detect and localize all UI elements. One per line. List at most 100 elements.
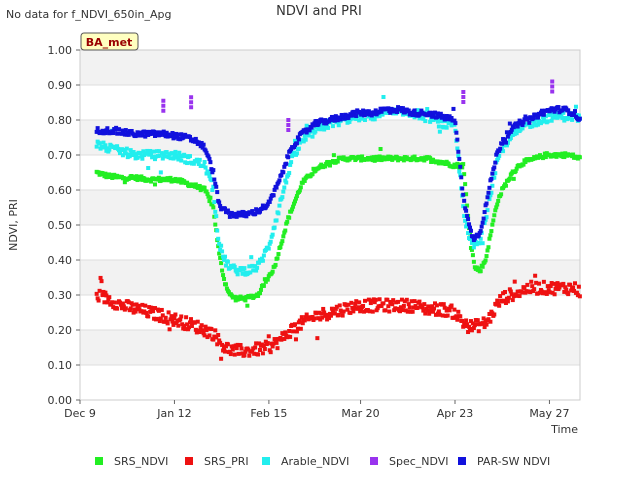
data-point bbox=[111, 131, 116, 136]
data-point bbox=[495, 298, 500, 303]
data-point bbox=[545, 119, 550, 124]
data-point bbox=[172, 316, 177, 321]
data-point bbox=[171, 156, 176, 161]
y-tick-label: 0.20 bbox=[48, 324, 73, 337]
data-point bbox=[309, 125, 314, 130]
data-point bbox=[169, 314, 174, 319]
data-point bbox=[124, 146, 129, 151]
data-point bbox=[500, 141, 505, 146]
data-point bbox=[458, 173, 463, 178]
data-point bbox=[480, 321, 485, 326]
data-point bbox=[298, 185, 303, 190]
data-point bbox=[481, 216, 486, 221]
data-point bbox=[552, 109, 557, 114]
data-point bbox=[311, 166, 316, 171]
grid-band bbox=[80, 225, 580, 260]
data-point bbox=[465, 203, 470, 208]
data-point bbox=[154, 316, 159, 321]
data-point bbox=[452, 307, 457, 312]
data-point bbox=[507, 176, 512, 181]
data-point bbox=[126, 132, 131, 137]
data-point bbox=[577, 294, 582, 299]
data-point bbox=[302, 318, 307, 323]
x-axis: Dec 9 Jan 12 Feb 15 Mar 20 Apr 23 May 27 bbox=[64, 400, 570, 420]
data-point bbox=[184, 315, 189, 320]
data-point bbox=[100, 128, 105, 133]
data-point bbox=[558, 112, 563, 117]
data-point bbox=[376, 156, 381, 161]
data-point bbox=[457, 169, 462, 174]
data-point bbox=[191, 161, 196, 166]
data-point bbox=[243, 298, 248, 303]
data-point bbox=[197, 183, 202, 188]
data-point bbox=[503, 140, 508, 145]
data-point bbox=[210, 202, 215, 207]
data-point bbox=[202, 185, 207, 190]
data-point bbox=[276, 252, 281, 257]
data-point bbox=[527, 120, 532, 125]
data-point bbox=[287, 170, 292, 175]
data-point bbox=[560, 115, 565, 120]
data-point bbox=[332, 311, 337, 316]
data-point bbox=[101, 140, 106, 145]
data-point bbox=[244, 214, 249, 219]
data-point bbox=[261, 343, 266, 348]
chart-title: NDVI and PRI bbox=[276, 4, 362, 19]
data-point bbox=[193, 136, 198, 141]
data-point bbox=[239, 346, 244, 351]
data-point bbox=[451, 106, 456, 111]
data-point bbox=[454, 130, 459, 135]
data-point bbox=[293, 196, 298, 201]
data-point bbox=[222, 257, 227, 262]
data-point bbox=[447, 308, 452, 313]
data-point bbox=[215, 190, 220, 195]
data-point bbox=[185, 180, 190, 185]
data-point bbox=[455, 317, 460, 322]
data-point bbox=[297, 318, 302, 323]
data-point bbox=[168, 156, 173, 161]
data-point bbox=[483, 258, 488, 263]
data-point bbox=[286, 118, 291, 122]
data-point bbox=[120, 128, 125, 133]
data-point bbox=[544, 291, 549, 296]
data-point bbox=[550, 84, 555, 89]
data-point bbox=[551, 115, 556, 120]
data-point bbox=[487, 311, 492, 316]
data-point bbox=[573, 109, 577, 114]
data-point bbox=[574, 290, 579, 295]
data-point bbox=[437, 113, 442, 118]
data-point bbox=[571, 285, 576, 290]
data-point bbox=[406, 108, 411, 113]
data-point bbox=[326, 159, 331, 164]
data-point bbox=[144, 310, 149, 315]
data-point bbox=[201, 331, 206, 336]
data-point bbox=[209, 327, 214, 332]
data-point bbox=[570, 117, 575, 122]
data-point bbox=[381, 301, 386, 306]
data-point bbox=[465, 213, 470, 218]
data-point bbox=[118, 300, 122, 305]
data-point bbox=[227, 214, 232, 219]
data-point bbox=[271, 193, 276, 198]
data-point bbox=[471, 326, 476, 331]
data-point bbox=[293, 322, 297, 327]
data-point bbox=[289, 160, 294, 165]
data-point bbox=[329, 306, 334, 311]
site-badge-label: BA_met bbox=[86, 36, 133, 49]
data-point bbox=[399, 297, 404, 302]
data-point bbox=[490, 222, 495, 227]
data-point bbox=[485, 208, 490, 213]
data-point bbox=[279, 241, 284, 246]
data-point bbox=[286, 123, 291, 127]
data-point bbox=[435, 111, 440, 116]
series-spec-ndvi bbox=[161, 79, 555, 132]
data-point bbox=[115, 306, 120, 311]
data-point bbox=[451, 165, 456, 170]
data-point bbox=[370, 309, 375, 314]
data-point bbox=[211, 168, 216, 173]
data-point bbox=[312, 121, 317, 126]
data-point bbox=[480, 264, 485, 269]
data-point bbox=[146, 314, 151, 319]
data-point bbox=[493, 208, 498, 213]
data-point bbox=[323, 164, 328, 169]
